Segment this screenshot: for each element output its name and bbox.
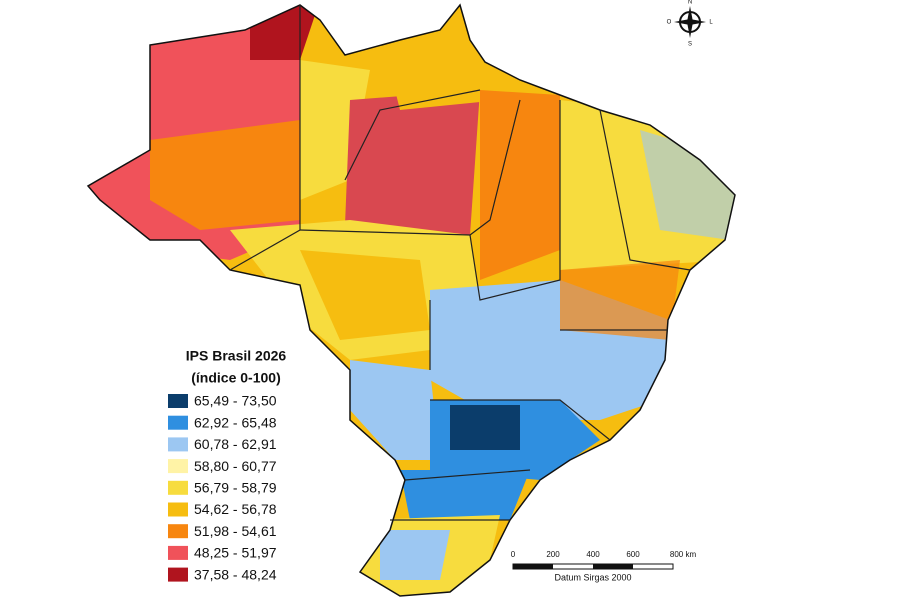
legend: 65,49 - 73,50 62,92 - 65,48 60,78 - 62,91 5…	[168, 393, 277, 582]
legend-label: 37,58 - 48,24	[194, 566, 277, 582]
scale-bar: Datum Sirgas 2000 0 200 400 600 800 km	[511, 550, 697, 582]
compass-e: L	[709, 20, 713, 26]
legend-swatch	[168, 415, 188, 430]
scale-caption: Datum Sirgas 2000	[554, 572, 631, 582]
scale-tick-label: 600	[626, 550, 640, 559]
legend-label: 56,79 - 58,79	[194, 480, 277, 496]
legend-label: 60,78 - 62,91	[194, 436, 277, 452]
legend-label: 62,92 - 65,48	[194, 414, 277, 430]
legend-swatch	[168, 459, 188, 474]
scale-tick-label: 400	[586, 550, 600, 559]
legend-label: 48,25 - 51,97	[194, 545, 277, 561]
legend-label: 58,80 - 60,77	[194, 458, 277, 474]
compass-s: S	[688, 42, 692, 48]
scale-tick-label: 800 km	[670, 550, 697, 559]
legend-swatch	[168, 502, 188, 517]
legend-label: 54,62 - 56,78	[194, 501, 277, 517]
legend-label: 65,49 - 73,50	[194, 393, 277, 409]
legend-title: IPS Brasil 2026	[186, 348, 287, 364]
scale-tick-label: 200	[546, 550, 560, 559]
legend-swatch	[168, 437, 188, 452]
legend-label: 51,98 - 54,61	[194, 523, 277, 539]
legend-swatch	[168, 524, 188, 539]
compass-w: O	[667, 20, 672, 26]
scale-tick-label: 0	[511, 550, 516, 559]
legend-swatch	[168, 567, 188, 582]
state-borders	[229, 5, 691, 521]
legend-subtitle: (índice 0-100)	[191, 370, 280, 386]
legend-swatch	[168, 394, 188, 408]
compass: N S L O	[667, 0, 714, 48]
compass-n: N	[688, 0, 692, 6]
legend-swatch	[168, 480, 188, 495]
legend-swatch	[168, 545, 188, 560]
